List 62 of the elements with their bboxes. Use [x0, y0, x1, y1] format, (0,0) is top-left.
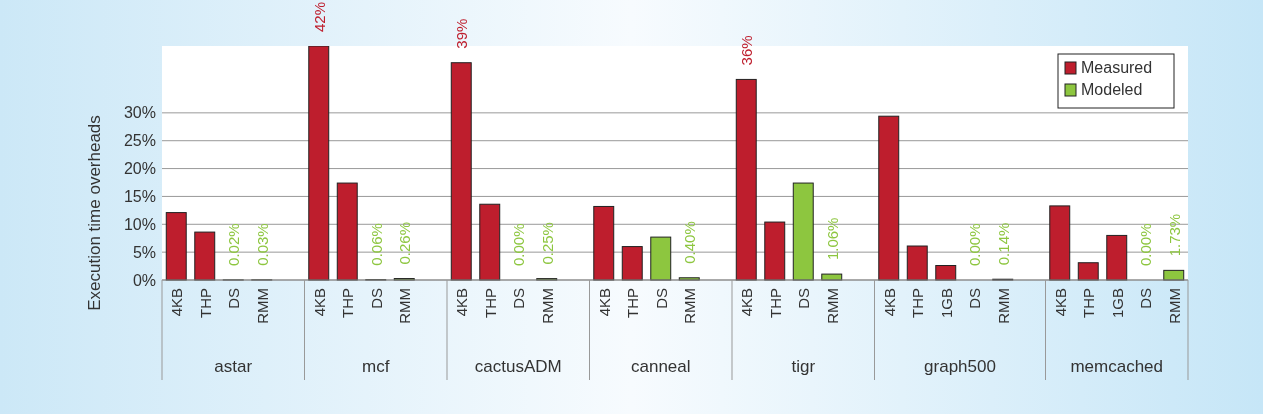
- y-tick-label: 0%: [132, 271, 156, 289]
- text: tigr: [791, 357, 816, 376]
- data-label: 36%: [738, 35, 756, 66]
- x-tick-label: 4KB: [310, 288, 328, 317]
- x-tick-label: 4KB: [453, 288, 471, 317]
- x-tick-label: THP: [624, 288, 642, 318]
- y-tick-label: 20%: [123, 160, 156, 178]
- x-tick-label: 4KB: [880, 288, 898, 317]
- x-tick-label: DS: [966, 288, 984, 309]
- x-tick-label: 1GB: [1108, 288, 1126, 319]
- data-label: 39%: [453, 18, 471, 49]
- x-tick-label: DS: [1137, 288, 1155, 309]
- x-tick-label: DS: [795, 288, 813, 309]
- text: memcached: [1070, 357, 1164, 376]
- x-tick-label: THP: [909, 288, 927, 318]
- data-label: 0.40%: [681, 221, 699, 264]
- x-tick-label: RMM: [1165, 288, 1183, 324]
- y-axis-title: Execution time overheads: [85, 115, 104, 311]
- x-tick-label: 4KB: [595, 288, 613, 317]
- x-tick-label: DS: [367, 288, 385, 309]
- data-label: 0.25%: [538, 222, 556, 265]
- x-tick-label: RMM: [253, 288, 271, 324]
- x-tick-label: THP: [196, 288, 214, 318]
- x-tick-label: THP: [339, 288, 357, 318]
- data-label: 0.02%: [225, 223, 243, 266]
- x-tick-label: 4KB: [738, 288, 756, 317]
- x-tick-label: RMM: [681, 288, 699, 324]
- data-label: 0.03%: [253, 223, 271, 266]
- text: cactusADM: [474, 357, 562, 376]
- y-tick-label: 15%: [123, 188, 156, 206]
- x-tick-label: RMM: [396, 288, 414, 324]
- x-tick-label: THP: [481, 288, 499, 318]
- x-tick-label: 1GB: [937, 288, 955, 319]
- x-tick-label: DS: [225, 288, 243, 309]
- x-tick-label: RMM: [994, 288, 1012, 324]
- x-tick-label: 4KB: [168, 288, 186, 317]
- data-label: 0.06%: [367, 223, 385, 266]
- x-tick-label: 4KB: [1051, 288, 1069, 317]
- text: canneal: [630, 357, 691, 376]
- x-tick-label: THP: [766, 288, 784, 318]
- data-label: 0.26%: [396, 222, 414, 265]
- y-tick-label: 25%: [123, 132, 156, 150]
- data-label: 0.00%: [510, 223, 528, 266]
- legend-label: Measured: [1081, 59, 1153, 76]
- data-label: 0.00%: [966, 223, 984, 266]
- caption: graph500: [924, 357, 996, 376]
- x-tick-label: DS: [510, 288, 528, 309]
- x-tick-label: DS: [652, 288, 670, 309]
- x-tick-label: RMM: [823, 288, 841, 324]
- data-label: 1.73%: [1165, 213, 1183, 257]
- data-label: 1.06%: [823, 217, 841, 261]
- text: astar: [214, 357, 253, 376]
- text: mcf: [362, 357, 390, 376]
- data-label: 0.14%: [994, 222, 1012, 266]
- data-label: 42%: [310, 1, 328, 32]
- x-tick-label: THP: [1080, 288, 1098, 318]
- y-tick-label: 10%: [123, 215, 156, 233]
- legend-label: Modeled: [1081, 81, 1143, 98]
- y-tick-label: 5%: [132, 243, 156, 261]
- y-tick-label: 30%: [123, 104, 156, 122]
- x-tick-label: RMM: [538, 288, 556, 324]
- data-label: 0.00%: [1137, 223, 1155, 266]
